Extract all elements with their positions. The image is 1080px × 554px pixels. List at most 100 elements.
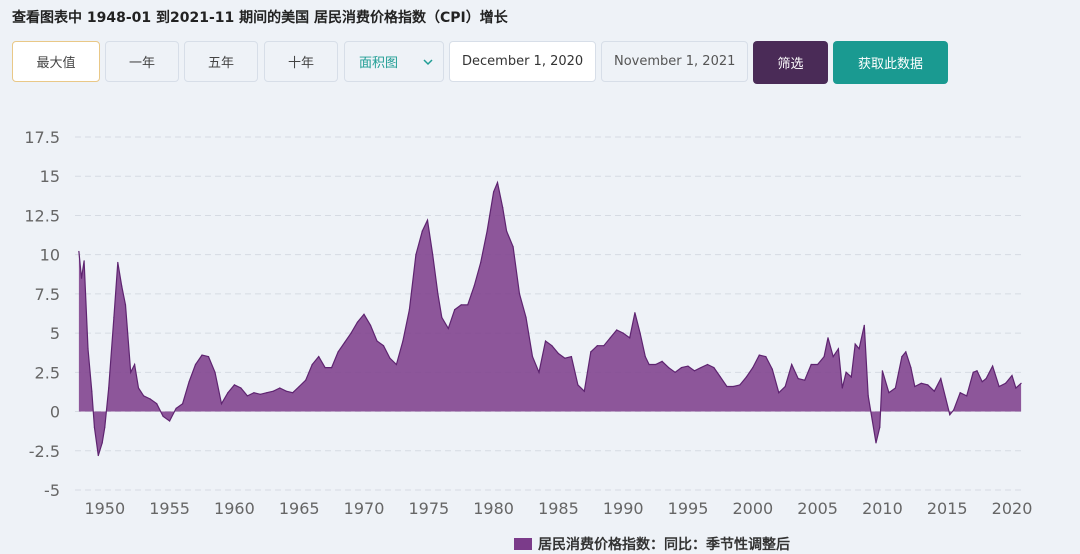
x-tick-label: 1970 <box>344 499 385 518</box>
data-point <box>337 351 339 353</box>
data-point <box>512 246 514 248</box>
data-point <box>369 324 372 326</box>
data-point <box>797 378 799 380</box>
y-tick-label: 15 <box>40 167 60 186</box>
data-point <box>143 395 145 397</box>
data-point <box>879 426 881 428</box>
data-point <box>363 313 365 315</box>
data-point <box>93 426 95 428</box>
data-point <box>920 382 922 384</box>
data-point <box>101 442 103 444</box>
data-point <box>227 392 229 394</box>
data-point <box>590 351 592 353</box>
range-5y-button[interactable]: 五年 <box>184 41 258 82</box>
y-tick-label: 0 <box>50 403 60 422</box>
data-point <box>356 321 359 323</box>
range-1y-button[interactable]: 一年 <box>105 41 179 82</box>
data-point <box>220 403 223 405</box>
data-point <box>817 363 819 366</box>
data-point <box>914 385 916 388</box>
data-point <box>810 363 812 366</box>
data-point <box>596 345 598 347</box>
data-point <box>945 398 947 400</box>
chart-type-select[interactable]: 面积图 <box>344 41 444 82</box>
data-point <box>279 387 281 389</box>
data-point <box>415 254 417 256</box>
x-tick-label: 2010 <box>862 499 903 518</box>
data-point <box>305 379 307 381</box>
x-tick-label: 1960 <box>214 499 255 518</box>
data-point <box>80 277 83 279</box>
data-point <box>959 392 961 394</box>
data-point <box>538 371 540 373</box>
data-point <box>169 420 171 422</box>
data-point <box>130 371 132 373</box>
data-point <box>850 376 852 378</box>
data-point <box>953 409 955 411</box>
filter-button[interactable]: 筛选 <box>753 41 828 84</box>
y-tick-label: 2.5 <box>35 363 60 382</box>
data-point <box>1011 374 1013 377</box>
data-point <box>502 207 504 209</box>
data-point <box>493 191 495 193</box>
data-point <box>845 371 847 373</box>
chart-type-label: 面积图 <box>359 56 399 71</box>
data-point <box>881 370 884 372</box>
data-point <box>104 426 106 428</box>
data-point <box>441 316 443 318</box>
data-point <box>97 454 99 457</box>
data-point <box>447 327 449 329</box>
data-point <box>634 312 636 314</box>
data-point <box>609 337 611 339</box>
y-tick-label: -5 <box>44 481 60 500</box>
start-date-input[interactable]: December 1, 2020 <box>449 41 596 82</box>
x-tick-label: 2005 <box>797 499 838 518</box>
data-point <box>867 395 869 397</box>
data-point <box>344 341 346 344</box>
data-point <box>137 387 140 389</box>
legend-label: 居民消费价格指数：同比：季节性调整后 <box>538 537 790 553</box>
data-point <box>629 337 631 339</box>
data-point <box>175 407 177 409</box>
data-point <box>426 219 429 221</box>
data-point <box>758 354 760 356</box>
data-point <box>933 390 935 392</box>
data-point <box>981 381 983 383</box>
data-point <box>910 367 912 369</box>
data-point <box>395 363 397 366</box>
data-point <box>162 415 164 417</box>
data-point <box>506 230 508 232</box>
data-point <box>551 345 553 347</box>
data-point <box>622 332 624 334</box>
x-tick-label: 1980 <box>473 499 514 518</box>
data-point <box>804 379 806 381</box>
data-point <box>117 261 119 264</box>
data-point <box>863 324 865 326</box>
range-max-button[interactable]: 最大值 <box>12 41 100 82</box>
chevron-down-icon <box>423 59 433 66</box>
range-10y-button[interactable]: 十年 <box>264 41 338 82</box>
end-date-input[interactable]: November 1, 2021 <box>601 41 748 82</box>
data-point <box>124 304 127 306</box>
data-point <box>544 340 547 342</box>
cpi-area-chart: 17.5 15 12.5 10 7.5 5 2.5 0 -2.5 -5 1950 1955 1960 19… <box>24 128 1032 518</box>
data-point <box>259 393 261 395</box>
fetch-data-button[interactable]: 获取此数据 <box>833 41 948 84</box>
data-point <box>246 395 248 397</box>
data-point <box>298 385 300 388</box>
data-point <box>854 343 856 345</box>
data-point <box>966 395 968 397</box>
data-point <box>564 357 566 359</box>
data-point <box>473 285 475 287</box>
data-point <box>693 370 696 372</box>
data-point <box>1015 387 1017 389</box>
x-tick-label: 1950 <box>84 499 125 518</box>
data-point <box>78 250 80 253</box>
data-point <box>784 385 786 388</box>
data-point <box>858 348 860 350</box>
data-point <box>382 345 385 347</box>
data-point <box>557 352 560 355</box>
x-tick-label: 1975 <box>408 499 449 518</box>
data-point <box>156 403 158 405</box>
data-point <box>603 345 605 347</box>
